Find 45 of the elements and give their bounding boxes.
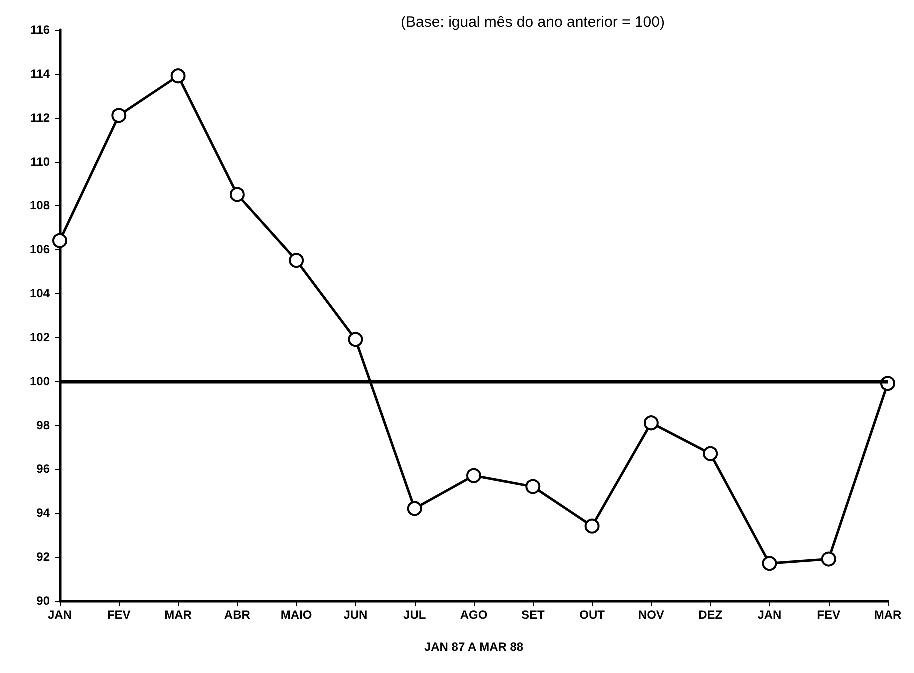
point bbox=[466, 468, 482, 484]
x-tick-label: AGO bbox=[460, 608, 488, 622]
y-tick-label: 112 bbox=[30, 110, 50, 125]
y-tick-label: 116 bbox=[30, 23, 50, 37]
x-tick-label: NOV bbox=[638, 608, 664, 622]
point bbox=[230, 187, 245, 202]
x-tick-label: JUN bbox=[344, 608, 368, 622]
point bbox=[584, 518, 600, 534]
point bbox=[407, 501, 422, 516]
y-tick-label: 94 bbox=[36, 506, 50, 520]
x-tick-label: FEV bbox=[107, 608, 131, 622]
y-tick-label: 102 bbox=[30, 330, 50, 344]
x-axis-title: JAN 87 A MAR 88 bbox=[424, 640, 524, 654]
point bbox=[348, 332, 364, 348]
point bbox=[289, 253, 304, 268]
point bbox=[112, 108, 127, 124]
x-tick-label: JAN bbox=[758, 608, 782, 622]
y-tick-label: 100 bbox=[30, 374, 50, 388]
point bbox=[170, 68, 186, 84]
x-tick-label: MAIO bbox=[280, 608, 312, 622]
point bbox=[703, 446, 718, 462]
y-tick-label: 98 bbox=[36, 418, 50, 432]
x-tick-label: ABR bbox=[224, 608, 251, 622]
y-tick-label: 96 bbox=[36, 462, 50, 476]
y-tick-label: 106 bbox=[30, 242, 50, 257]
y-tick-label: 110 bbox=[30, 154, 50, 169]
x-tick-label: OUT bbox=[580, 608, 606, 622]
y-tick-label: 90 bbox=[36, 594, 50, 608]
x-tick-label: JUL bbox=[404, 608, 426, 622]
y-tick-label: 92 bbox=[36, 550, 50, 564]
x-tick-label: SET bbox=[521, 608, 546, 622]
y-tick-label: 104 bbox=[30, 286, 50, 301]
y-tick-label: 114 bbox=[30, 66, 50, 81]
x-tick-label: JAN bbox=[48, 608, 72, 622]
x-tick-label: MAR bbox=[874, 608, 902, 622]
point bbox=[526, 479, 541, 494]
x-tick-label: MAR bbox=[164, 608, 192, 622]
x-tick-label: FEV bbox=[817, 608, 841, 622]
point bbox=[644, 416, 659, 431]
chart-title: (Base: igual mês do ano anterior = 100) bbox=[401, 14, 665, 31]
point bbox=[821, 552, 836, 567]
x-tick-label: DEZ bbox=[698, 608, 723, 622]
point bbox=[52, 233, 68, 248]
y-tick-label: 108 bbox=[30, 198, 50, 213]
point bbox=[762, 556, 778, 572]
